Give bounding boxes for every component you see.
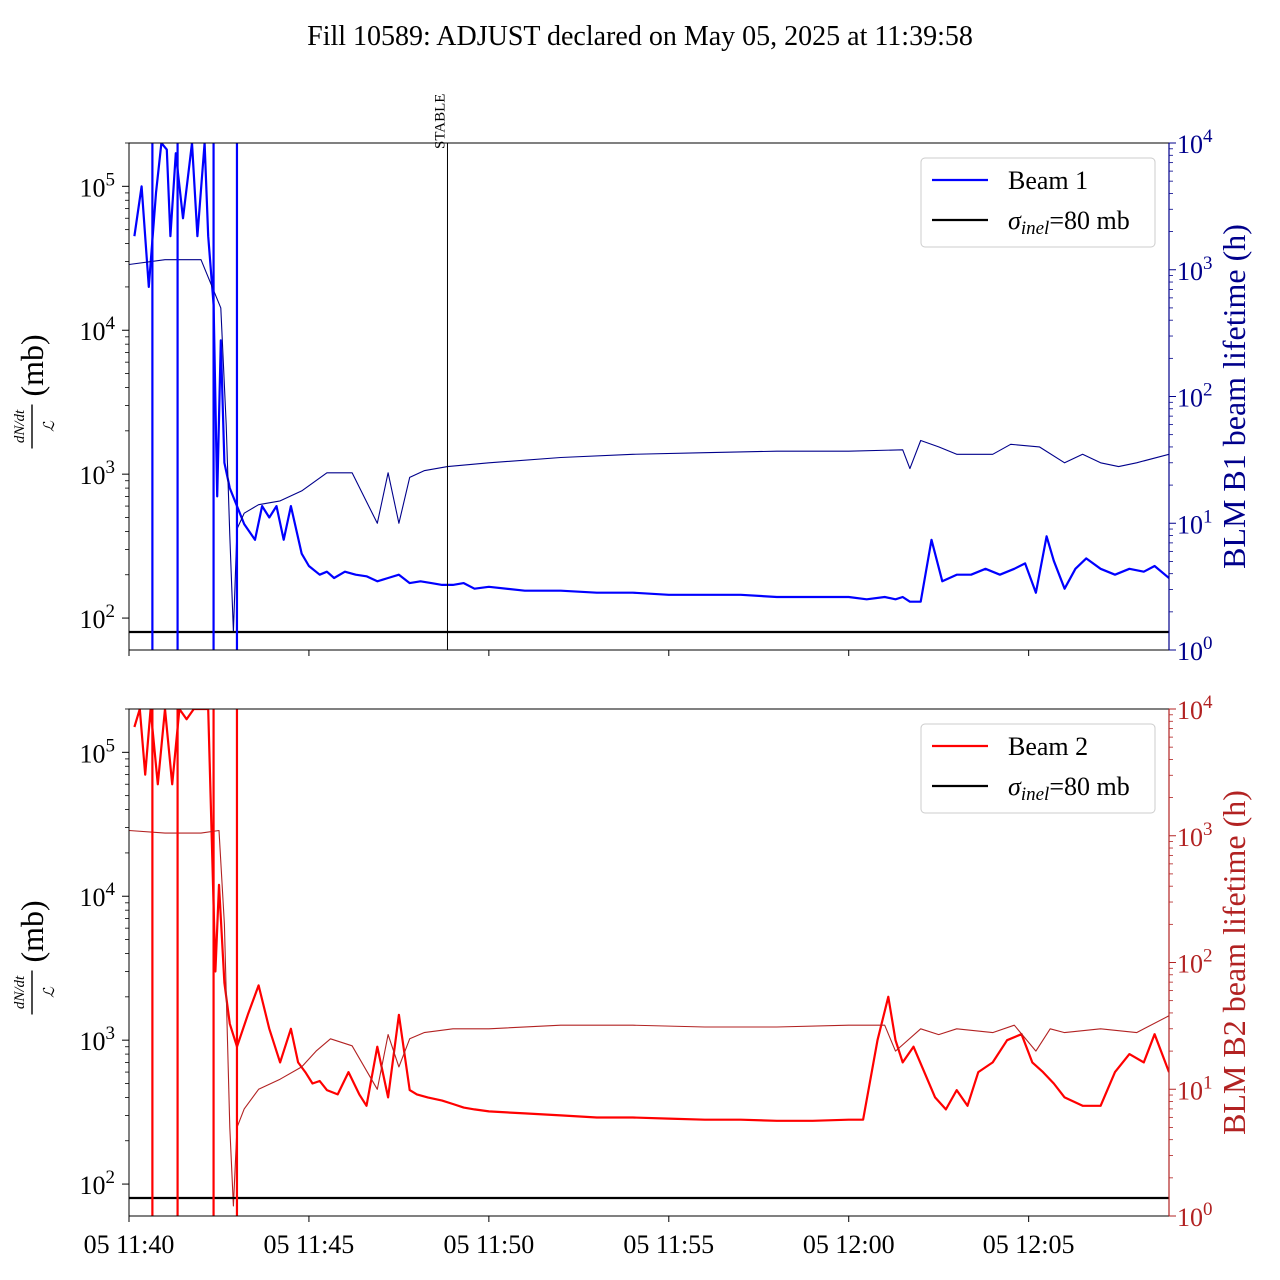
ylabel-denominator: ℒ: [42, 986, 58, 998]
y-right-tick-label: 102: [1177, 946, 1213, 979]
y-left-tick-label: 103: [80, 457, 116, 490]
y-left-tick-label: 105: [80, 169, 116, 202]
y-right-tick-label: 101: [1177, 506, 1213, 539]
y-left-tick-label: 103: [80, 1023, 116, 1056]
y-right-tick-label: 104: [1177, 692, 1213, 725]
legend-entry-label: σinel=80 mb: [1008, 772, 1130, 805]
y-right-tick-label: 102: [1177, 380, 1213, 413]
y-left-tick-label: 104: [80, 879, 116, 912]
ylabel-denominator: ℒ: [42, 420, 58, 432]
y-right-tick-label: 103: [1177, 253, 1213, 286]
beam2-left-axis-label: dN/dt ℒ (mb): [12, 900, 58, 1015]
figure-title: Fill 10589: ADJUST declared on May 05, 2…: [307, 21, 973, 52]
y-right-tick-label: 100: [1177, 1199, 1213, 1232]
y-left-tick-label: 105: [80, 735, 116, 768]
dropout-spikes: [151, 143, 239, 650]
beam2-right-axis-label: BLM B2 beam lifetime (h): [1216, 790, 1252, 1135]
dropout-spikes: [151, 709, 239, 1216]
beam2-panel: 05 11:40 05 11:45 05 11:50 05 11:55 05 12:00…: [12, 692, 1252, 1259]
y-right-tick-label: 101: [1177, 1072, 1213, 1105]
ylabel-numerator: dN/dt: [12, 975, 28, 1009]
legend-entry-label: Beam 2: [1008, 732, 1088, 761]
beam1-right-axis-label: BLM B1 beam lifetime (h): [1216, 224, 1252, 569]
ylabel-numerator: dN/dt: [12, 409, 28, 443]
blm-b1-lifetime-line: [129, 259, 1169, 633]
legend-entry-label: σinel=80 mb: [1008, 206, 1130, 239]
legend-entry-label: Beam 1: [1008, 166, 1088, 195]
beam1-left-axis-label: dN/dt ℒ (mb): [12, 334, 58, 449]
x-tick-label: 05 11:40: [84, 1230, 175, 1259]
ylabel-unit: (mb): [14, 900, 50, 962]
x-tick-label: 05 12:05: [983, 1230, 1075, 1259]
beam1-panel: 102 103 104 105 100 101 102 103 104 STABLE dN/dt…: [12, 94, 1252, 666]
blm-b2-lifetime-line: [129, 829, 1169, 1207]
ylabel-unit: (mb): [14, 334, 50, 396]
y-right-tick-label: 104: [1177, 126, 1213, 159]
x-tick-label: 05 11:50: [443, 1230, 534, 1259]
beam2-legend: Beam 2 σinel=80 mb: [920, 723, 1156, 814]
x-tick-label: 05 11:45: [264, 1230, 355, 1259]
x-tick-label: 05 11:55: [623, 1230, 714, 1259]
y-left-tick-label: 102: [80, 1167, 116, 1200]
x-tick-label: 05 12:00: [803, 1230, 895, 1259]
y-left-tick-label: 102: [80, 601, 116, 634]
beam1-legend: Beam 1 σinel=80 mb: [920, 157, 1156, 248]
y-right-tick-label: 103: [1177, 819, 1213, 852]
beam2-series-line: [133, 709, 1169, 1122]
beam1-series-line: [133, 143, 1169, 603]
y-right-tick-label: 100: [1177, 633, 1213, 666]
y-left-tick-label: 104: [80, 313, 116, 346]
stable-annotation: STABLE: [432, 94, 448, 149]
